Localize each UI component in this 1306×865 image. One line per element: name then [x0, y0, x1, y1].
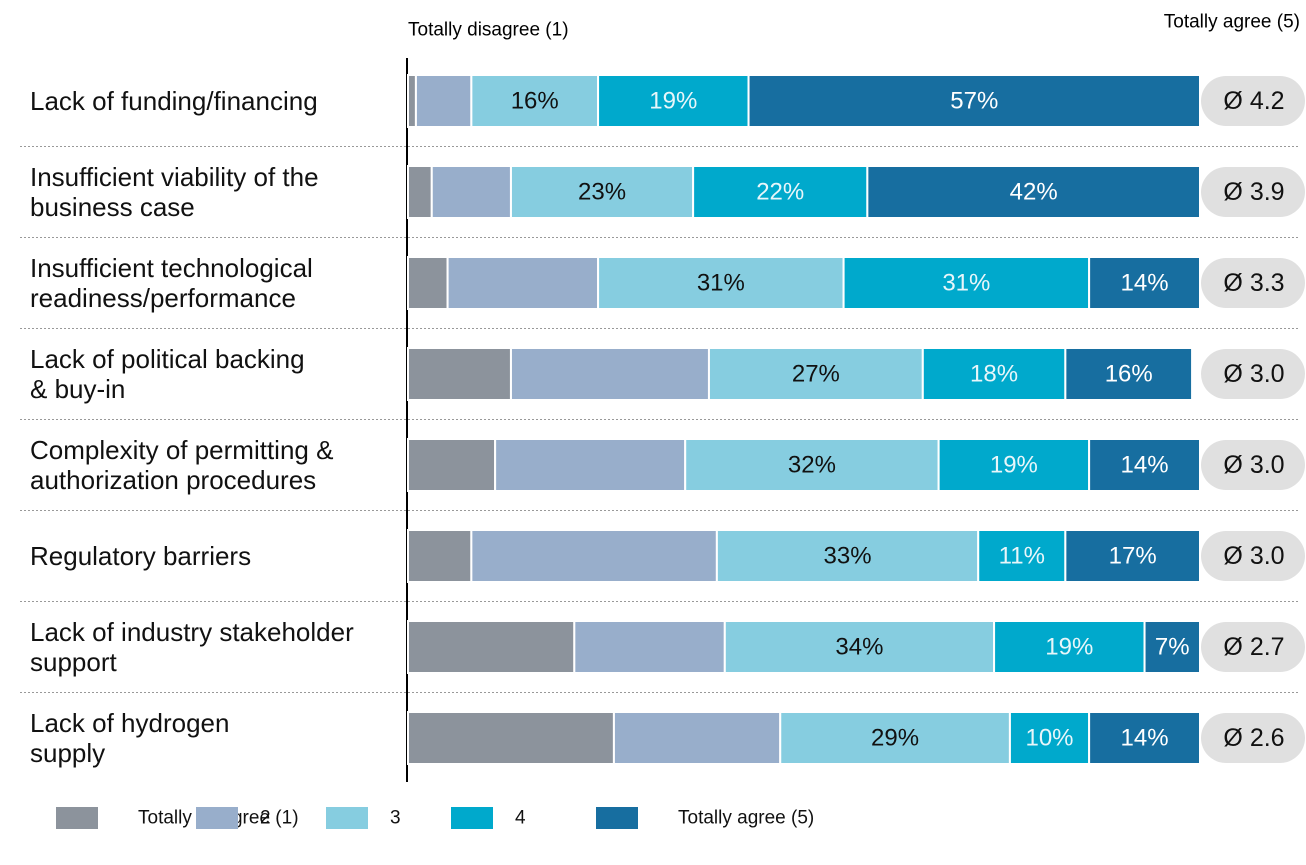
bar-segment	[509, 347, 710, 401]
average-label: Ø 3.9	[1223, 178, 1284, 206]
bar-segment	[1064, 529, 1201, 583]
average-label: Ø 2.6	[1223, 724, 1284, 752]
bar-segment	[977, 529, 1067, 583]
value-label: 18%	[970, 361, 1018, 388]
scale-high-label: Totally agree (5)	[1164, 12, 1300, 33]
value-label: 19%	[990, 452, 1038, 479]
bar-segment	[494, 438, 687, 492]
value-label: 31%	[697, 270, 745, 297]
average-pill	[1201, 622, 1305, 672]
bar-segment	[612, 711, 782, 765]
value-label: 14%	[1121, 270, 1169, 297]
average-pill	[1201, 167, 1305, 217]
bar-segment	[407, 711, 615, 765]
legend-swatch	[326, 807, 368, 829]
value-label: 32%	[788, 452, 836, 479]
bar-segment	[407, 529, 473, 583]
legend-swatch	[596, 807, 638, 829]
average-label: Ø 4.2	[1223, 87, 1284, 115]
bar-segment	[747, 74, 1201, 128]
average-label: Ø 3.0	[1223, 451, 1284, 479]
average-pill	[1201, 76, 1305, 126]
category-label: Lack of funding/financing	[30, 86, 318, 116]
value-label: 10%	[1025, 725, 1073, 752]
bar-segment	[407, 438, 497, 492]
bar-segment	[446, 256, 600, 310]
average-pill	[1201, 349, 1305, 399]
category-label: Regulatory barriers	[30, 541, 252, 571]
average-pill	[1201, 531, 1305, 581]
bar-segment	[430, 165, 512, 219]
value-label: 22%	[756, 179, 804, 206]
value-label: 16%	[511, 88, 559, 115]
legend-label: Totally agree (5)	[678, 808, 814, 829]
bar-segment	[597, 256, 845, 310]
legend-label: 4	[515, 808, 526, 829]
average-label: Ø 3.0	[1223, 360, 1284, 388]
value-label: 17%	[1109, 543, 1157, 570]
bar-segment	[993, 620, 1146, 674]
category-label: Insufficient technological readiness/per…	[30, 253, 313, 313]
legend-swatch	[56, 807, 98, 829]
bar-segment	[509, 165, 695, 219]
category-label: Insufficient viability of the business c…	[30, 162, 319, 222]
category-label: Complexity of permitting & authorization…	[30, 435, 334, 495]
bar-segment	[866, 165, 1201, 219]
bar-segment	[1088, 438, 1201, 492]
category-label: Lack of industry stakeholder support	[30, 617, 354, 677]
average-label: Ø 3.3	[1223, 269, 1284, 297]
value-label: 14%	[1121, 452, 1169, 479]
bar-segment	[1008, 711, 1091, 765]
legend-label: 2	[260, 808, 271, 829]
value-label: 14%	[1121, 725, 1169, 752]
scale-low-label: Totally disagree (1)	[408, 20, 569, 41]
bar-segment	[407, 256, 449, 310]
value-label: 7%	[1155, 634, 1190, 661]
value-label: 11%	[999, 543, 1045, 570]
bar-segment	[414, 74, 473, 128]
bar-segment	[921, 347, 1067, 401]
bar-segment	[1143, 620, 1202, 674]
average-pill	[1201, 440, 1305, 490]
value-label: 29%	[871, 725, 919, 752]
category-label: Lack of hydrogen supply	[30, 708, 230, 768]
average-label: Ø 3.0	[1223, 542, 1284, 570]
bar-segment	[1088, 256, 1201, 310]
bar-segment	[707, 347, 924, 401]
average-label: Ø 2.7	[1223, 633, 1284, 661]
value-label: 19%	[1045, 634, 1093, 661]
legend-swatch	[451, 807, 493, 829]
value-label: 19%	[649, 88, 697, 115]
value-label: 33%	[824, 543, 872, 570]
bar-segment	[692, 165, 869, 219]
value-label: 57%	[950, 88, 998, 115]
category-label: Lack of political backing & buy-in	[30, 344, 305, 404]
bar-segment	[407, 165, 433, 219]
value-label: 42%	[1010, 179, 1058, 206]
bar-segment	[470, 529, 718, 583]
bar-segment	[1064, 347, 1194, 401]
value-label: 27%	[792, 361, 840, 388]
bar-segment	[407, 620, 576, 674]
bar-segment	[1088, 711, 1201, 765]
value-label: 23%	[578, 179, 626, 206]
legend-label: 3	[390, 808, 401, 829]
bar-segment	[407, 347, 512, 401]
bar-segment	[573, 620, 726, 674]
value-label: 34%	[835, 634, 883, 661]
bar-segment	[937, 438, 1091, 492]
value-label: 31%	[942, 270, 990, 297]
average-pill	[1201, 713, 1305, 763]
value-label: 16%	[1105, 361, 1153, 388]
bar-segment	[715, 529, 980, 583]
average-pill	[1201, 258, 1305, 308]
bar-segment	[407, 74, 417, 128]
legend-swatch	[196, 807, 238, 829]
bar-segment	[597, 74, 750, 128]
